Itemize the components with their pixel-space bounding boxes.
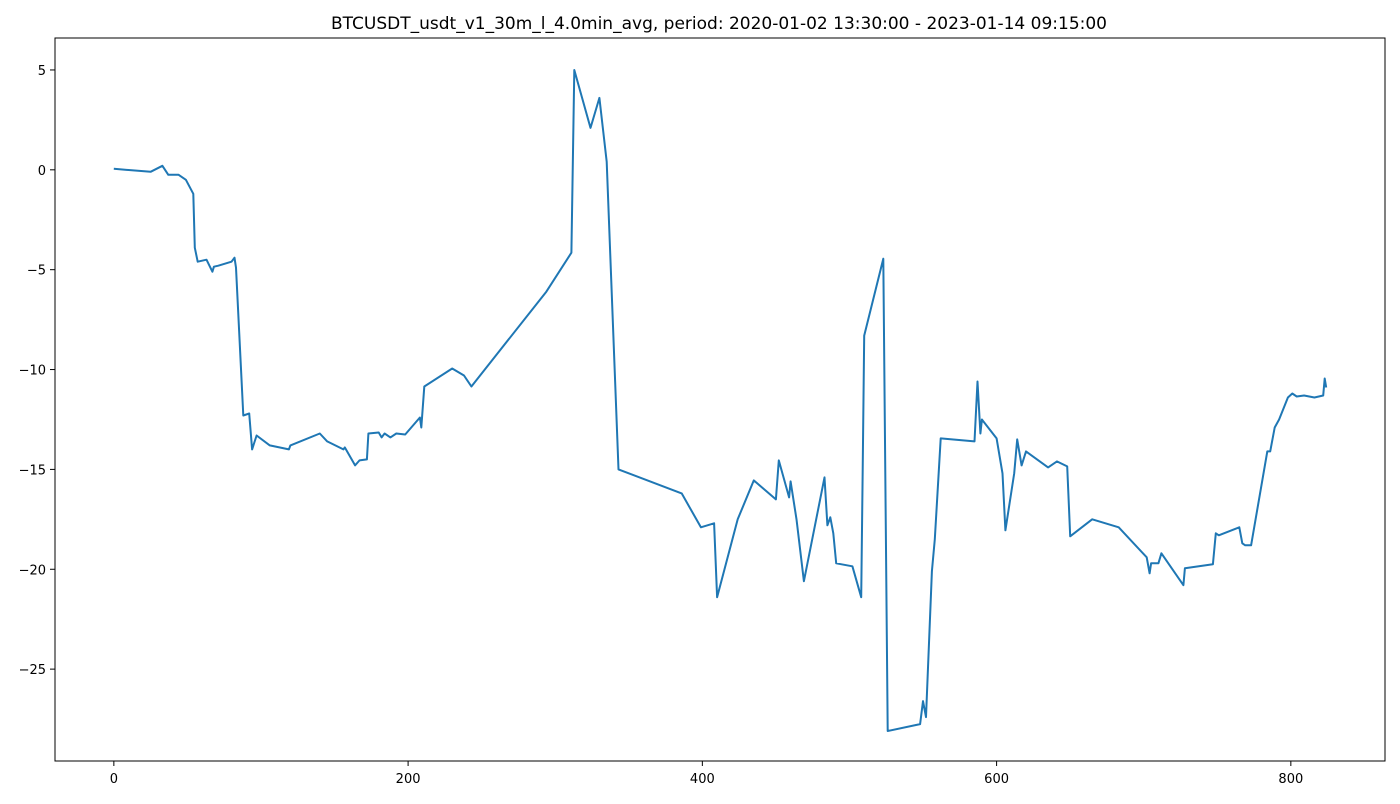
y-tick-label: −20	[19, 563, 46, 578]
y-tick-label: 0	[38, 164, 46, 179]
y-tick-label: 5	[38, 64, 46, 79]
y-tick-label: −10	[19, 364, 46, 379]
y-axis-ticks: 5 0 −5 −10 −15 −20 −25	[19, 64, 55, 678]
x-tick-label: 200	[396, 772, 421, 787]
y-tick-label: −5	[27, 264, 46, 279]
series-layer	[113, 69, 1328, 732]
x-tick-label: 600	[984, 772, 1009, 787]
plot-frame	[54, 37, 1386, 762]
y-tick-label: −25	[19, 663, 46, 678]
x-tick-label: 0	[110, 772, 118, 787]
x-axis-ticks: 0 200 400 600 800	[110, 761, 1303, 787]
chart-title: BTCUSDT_usdt_v1_30m_l_4.0min_avg, period…	[331, 14, 1107, 34]
series-line	[113, 69, 1328, 732]
y-tick-label: −15	[19, 463, 46, 478]
x-tick-label: 400	[690, 772, 715, 787]
x-tick-label: 800	[1278, 772, 1303, 787]
